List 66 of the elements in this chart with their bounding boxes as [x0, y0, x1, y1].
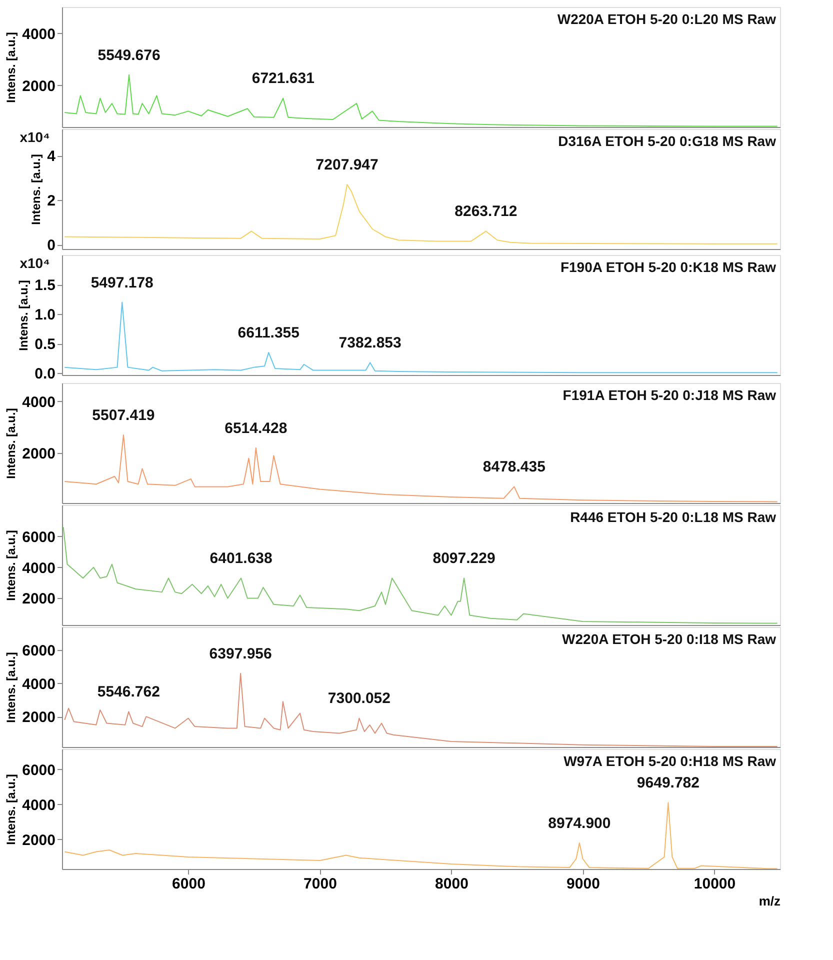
y-tick-label: 6000: [22, 762, 56, 779]
y-tick-label: 2000: [22, 78, 56, 95]
chart-title: F190A ETOH 5-20 0:K18 MS Raw: [560, 259, 776, 275]
y-tick-label: 4: [47, 148, 56, 166]
annotation: 6514.428: [224, 420, 288, 437]
line-series: [64, 434, 778, 502]
line-series: [64, 302, 778, 374]
x-tick-label: 9000: [566, 876, 600, 892]
y-axis-title: Intens. [a.u.]: [4, 32, 18, 103]
y-tick-label: 6000: [22, 528, 56, 546]
y-axis-title: Intens. [a.u.]: [29, 154, 44, 225]
y-axis-title: Intens. [a.u.]: [4, 408, 18, 479]
y-tick-label: 4000: [22, 796, 56, 814]
annotation: 8974.900: [548, 814, 611, 832]
x-tick-label: 6000: [172, 876, 206, 892]
x-tick-label: 8000: [435, 876, 468, 892]
x-axis-title: m/z: [758, 894, 781, 908]
y-axis-title: Intens. [a.u.]: [4, 652, 18, 723]
y-tick-label: 2000: [22, 446, 56, 463]
line-series: [64, 802, 778, 869]
chart-title: W220A ETOH 5-20 0:L20 MS Raw: [557, 11, 776, 27]
chart-title: R446 ETOH 5-20 0:L18 MS Raw: [570, 509, 776, 525]
annotation: 7207.947: [316, 156, 378, 174]
y-tick-label: 2000: [22, 590, 56, 608]
x-tick-label: 7000: [304, 876, 337, 892]
annotation: 5549.676: [98, 46, 160, 64]
text: x10⁴: [20, 255, 50, 271]
y-tick-label: 4000: [22, 394, 56, 411]
annotation: 8263.712: [454, 203, 518, 220]
y-tick-label: 2000: [22, 709, 56, 726]
y-tick-label: 4000: [22, 26, 56, 43]
y-tick-label: 6000: [22, 642, 56, 660]
annotation: 5546.762: [97, 684, 160, 701]
annotation: 6721.631: [252, 70, 314, 88]
y-axis-title: Intens. [a.u.]: [4, 774, 18, 845]
annotation: 8478.435: [482, 458, 546, 476]
y-axis-title: Intens. [a.u.]: [16, 280, 31, 351]
chart-title: W97A ETOH 5-20 0:H18 MS Raw: [564, 753, 776, 769]
chart-title: D316A ETOH 5-20 0:G18 MS Raw: [558, 133, 776, 149]
chart-title: W220A ETOH 5-20 0:I18 MS Raw: [562, 631, 776, 647]
annotation: 5497.178: [90, 274, 154, 292]
annotation: 7300.052: [328, 690, 390, 708]
x-tick-label: 10000: [694, 876, 736, 892]
annotation: 9649.782: [636, 774, 700, 792]
y-tick-label: 0.0: [34, 366, 56, 383]
y-tick-label: 0.5: [34, 336, 56, 354]
line-series: [62, 526, 778, 624]
annotation: 8097.229: [432, 550, 496, 568]
text: x10⁴: [20, 129, 50, 145]
y-tick-label: 1.0: [34, 306, 56, 324]
chart-title: F191A ETOH 5-20 0:J18 MS Raw: [562, 387, 776, 403]
y-axis-title: Intens. [a.u.]: [4, 530, 18, 601]
line-series: [64, 672, 778, 747]
y-tick-label: 1.5: [34, 277, 56, 294]
line-series: [64, 74, 778, 127]
y-tick-label: 2: [47, 192, 56, 210]
line-series: [64, 184, 778, 244]
y-tick-label: 0: [47, 237, 56, 254]
annotation: 6397.956: [209, 645, 272, 662]
annotation: 5507.419: [92, 406, 155, 424]
y-tick-label: 2000: [22, 832, 56, 849]
annotation: 7382.853: [338, 334, 402, 352]
y-tick-label: 4000: [22, 676, 56, 693]
annotation: 6401.638: [210, 550, 272, 568]
annotation: 6611.355: [238, 324, 300, 342]
y-tick-label: 4000: [22, 560, 56, 577]
